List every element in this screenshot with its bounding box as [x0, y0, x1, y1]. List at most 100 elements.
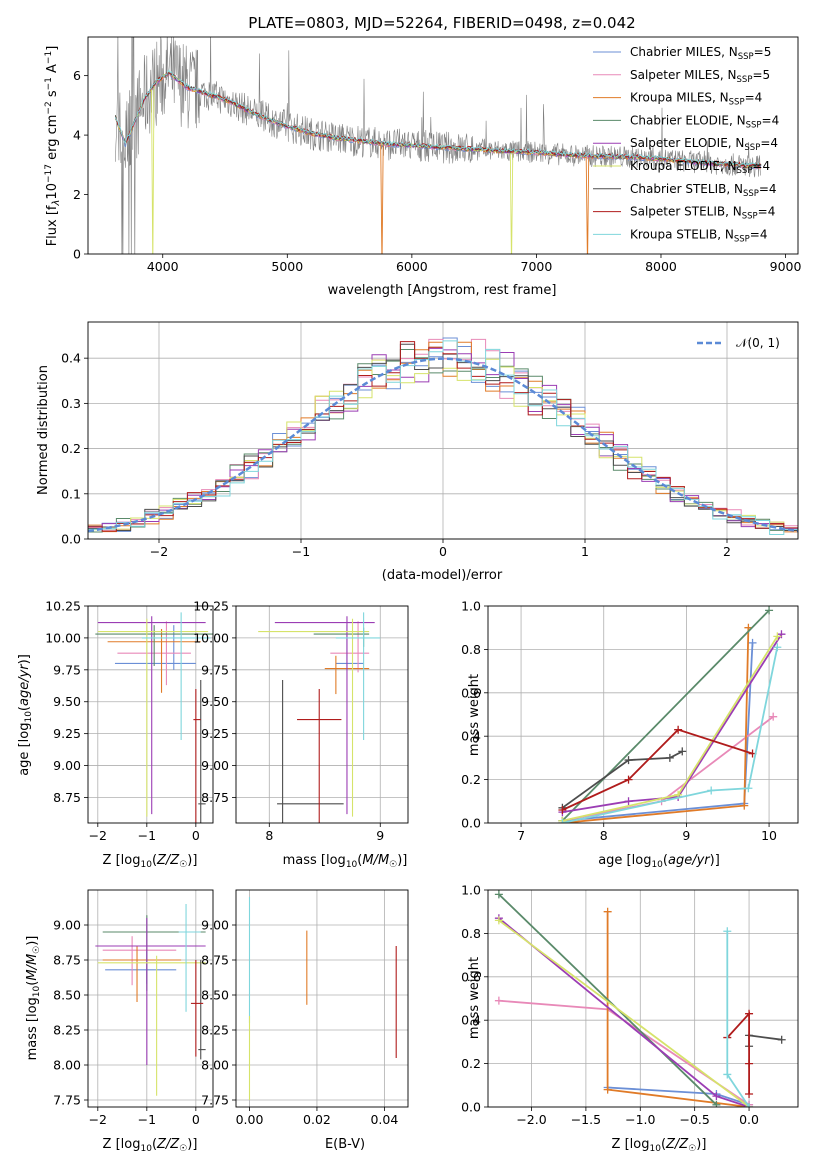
- mass-weight-marker: [674, 725, 683, 734]
- y-tick-label: 0.6: [461, 969, 481, 984]
- x-axis-label: wavelength [Angstrom, rest frame]: [328, 283, 557, 298]
- y-tick-label: 8.75: [53, 790, 81, 805]
- x-tick-label: 0.02: [303, 1112, 331, 1127]
- x-tick-label: 0.04: [370, 1112, 398, 1127]
- mass-weight-marker: [624, 797, 633, 806]
- mass-weight-marker: [665, 753, 674, 762]
- legend-label-subscript: SSP: [738, 52, 754, 62]
- y-tick-label: 0.2: [461, 1056, 481, 1071]
- mass-weight-marker: [773, 643, 782, 652]
- x-tick-label: 4000: [147, 259, 179, 274]
- mass-weight-marker: [712, 1092, 721, 1101]
- legend-label-subscript: SSP: [744, 143, 760, 153]
- y-tick-label: 8.25: [201, 1023, 229, 1038]
- age-z-panel: −2 −1 0 8.75 9.00 9.25 9.50 9.75 10.00 10.25 Z [l…: [17, 599, 214, 870]
- mass-weight-marker: [624, 756, 633, 765]
- chart-title: PLATE=0803, MJD=52264, FIBERID=0498, z=0…: [248, 14, 635, 32]
- x-axis-label: Z [log10(Z/Z☉)]: [103, 1137, 198, 1154]
- observed-spectrum-line: [115, 37, 761, 254]
- legend-label-text: Chabrier STELIB, N: [630, 182, 743, 196]
- y-tick-label: 9.75: [201, 662, 229, 677]
- x-tick-label: −2.0: [516, 1112, 546, 1127]
- x-tick-label: 9: [376, 828, 384, 843]
- legend-label-count: =5: [754, 45, 772, 59]
- plot-data: [88, 337, 798, 535]
- x-tick-label: 7000: [521, 259, 553, 274]
- x-axis-label: (data-model)/error: [382, 568, 503, 583]
- y-tick-label: 9.00: [201, 758, 229, 773]
- x-tick-label: 10: [761, 828, 777, 843]
- y-tick-label: 9.50: [201, 694, 229, 709]
- x-axis-label: age [log10(age/yr)]: [598, 853, 720, 870]
- mass-weight-marker: [769, 712, 778, 721]
- y-tick-label: 0.6: [461, 685, 481, 700]
- x-tick-label: 0.0: [739, 1112, 759, 1127]
- legend-label-subscript: SSP: [743, 189, 759, 199]
- y-tick-label: 10.00: [45, 630, 81, 645]
- legend-label-text: Chabrier ELODIE, N: [630, 113, 746, 127]
- mass-weight-marker: [723, 927, 732, 936]
- y-tick-label: 10.25: [193, 599, 229, 614]
- mass-weight-marker: [707, 786, 716, 795]
- y-tick-label: 0.2: [61, 441, 81, 456]
- x-tick-label: 6000: [396, 259, 428, 274]
- x-tick-label: −1: [292, 544, 310, 559]
- normal-legend-label: 𝒩(0, 1): [736, 336, 780, 350]
- x-axis-label: Z [log10(Z/Z☉)]: [612, 1137, 707, 1154]
- x-tick-label: 7: [517, 828, 525, 843]
- residuals-plot: −2 −1 0 1 2 0.0 0.1 0.2 0.3 0.4: [61, 321, 799, 559]
- y-tick-label: 0.4: [461, 1013, 481, 1028]
- residuals-panel: −2 −1 0 1 2 0.0 0.1 0.2 0.3 0.4 (data-model)/erro…: [36, 321, 799, 583]
- mass-weight-marker: [745, 1089, 754, 1098]
- y-tick-label: 8.00: [53, 1058, 81, 1073]
- legend-label: Chabrier STELIB, NSSP=4: [630, 182, 777, 199]
- legend-label-text: Salpeter STELIB, N: [630, 205, 742, 219]
- y-tick-label: 8.75: [201, 790, 229, 805]
- x-tick-label: −1: [138, 828, 156, 843]
- x-tick-label: −1.5: [571, 1112, 601, 1127]
- legend-label: Chabrier MILES, NSSP=5: [630, 45, 771, 62]
- spectrum-panel: PLATE=0803, MJD=52264, FIBERID=0498, z=0…: [44, 14, 801, 298]
- y-tick-label: 0.0: [461, 816, 481, 831]
- legend-label-subscript: SSP: [746, 120, 762, 130]
- y-tick-label: 0.4: [461, 729, 481, 744]
- legend-label-count: =4: [759, 182, 777, 196]
- y-axis-label: Normed distribution: [36, 365, 51, 495]
- y-tick-label: 4: [73, 128, 81, 143]
- axes-frame: [487, 889, 799, 1108]
- legend-label: Chabrier ELODIE, NSSP=4: [630, 113, 779, 130]
- legend-label: Kroupa ELODIE, NSSP=4: [630, 159, 770, 176]
- axes-frame: [235, 889, 409, 1108]
- weight-age-plot: 7 8 9 10 0.0 0.2 0.4 0.6 0.8 1.0: [461, 599, 799, 843]
- y-tick-label: 0.3: [61, 396, 81, 411]
- mass-weight-marker: [777, 1035, 786, 1044]
- mass-z-plot: −2 −1 0 7.75 8.00 8.25 8.50 8.75 9.00: [53, 889, 214, 1127]
- x-axis-label: E(B-V): [325, 1137, 365, 1152]
- y-tick-label: 9.00: [53, 758, 81, 773]
- y-axis-label: mass weight: [467, 674, 482, 756]
- y-tick-label: 8.50: [201, 988, 229, 1003]
- axes-frame: [87, 321, 799, 540]
- legend-label-count: =4: [760, 136, 778, 150]
- legend-label: Salpeter STELIB, NSSP=4: [630, 205, 775, 222]
- normal-legend: 𝒩(0, 1): [697, 336, 780, 350]
- y-tick-label: 9.00: [53, 918, 81, 933]
- x-tick-label: −2: [150, 544, 168, 559]
- mass-weight-line: [562, 728, 753, 811]
- y-axis-label: mass [log10(M/M☉)]: [25, 936, 42, 1061]
- y-tick-label: 9.00: [201, 918, 229, 933]
- mass-weight-line: [498, 893, 718, 1106]
- axes-frame: [87, 889, 214, 1108]
- axes-frame: [235, 605, 409, 824]
- x-axis-label: mass [log10(M/M☉)]: [283, 853, 408, 870]
- legend-label-count: =5: [752, 68, 770, 82]
- x-tick-label: 8: [265, 828, 273, 843]
- age-z-plot: −2 −1 0 8.75 9.00 9.25 9.50 9.75 10.00 10.25: [45, 599, 214, 843]
- y-tick-label: 9.25: [53, 726, 81, 741]
- mass-weight-marker: [603, 1085, 612, 1094]
- residual-histogram: [88, 343, 798, 531]
- legend-label-text: Kroupa STELIB, N: [630, 227, 734, 241]
- x-tick-label: 0: [439, 544, 447, 559]
- y-tick-label: 8.75: [201, 953, 229, 968]
